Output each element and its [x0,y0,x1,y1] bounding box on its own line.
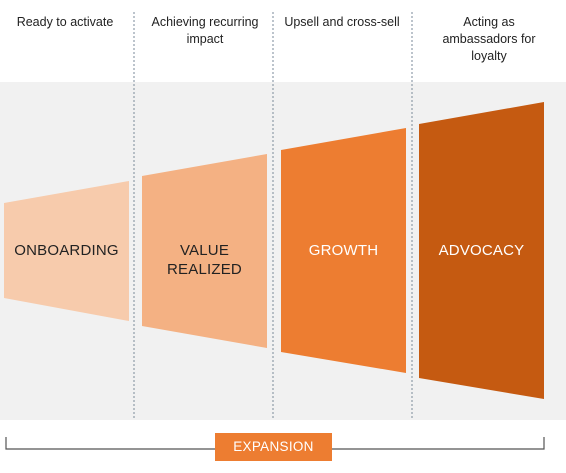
stage-shape-advocacy [419,102,544,399]
stage-shape-growth [281,128,406,373]
expansion-badge: EXPANSION [215,433,332,461]
stage-header-value-realized: Achieving recurring impact [151,15,259,46]
stage-shape-onboarding [4,181,129,321]
stage-header-growth: Upsell and cross-sell [284,15,400,29]
stage-label-advocacy: ADVOCACY [438,242,525,259]
stage-header-advocacy: Acting as ambassadors for loyalty [442,15,536,63]
stage-label-growth: GROWTH [308,242,379,259]
stage-header-onboarding: Ready to activate [16,15,114,29]
stage-label-value-realized: VALUE REALIZED [167,242,242,278]
stage-shape-value-realized [142,154,267,348]
stage-label-onboarding: ONBOARDING [14,242,119,259]
